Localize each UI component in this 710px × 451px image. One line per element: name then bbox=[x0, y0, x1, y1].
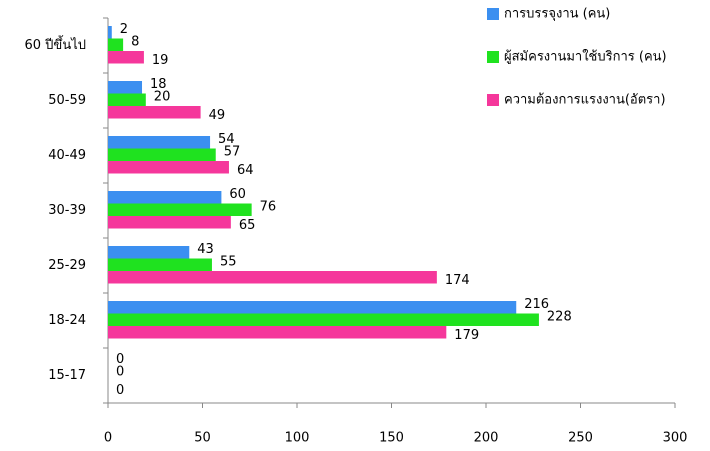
data-label: 0 bbox=[116, 383, 124, 398]
data-label: 43 bbox=[197, 242, 214, 257]
bar bbox=[108, 106, 201, 119]
data-label: 20 bbox=[154, 89, 171, 104]
data-label: 19 bbox=[152, 53, 169, 68]
legend-label: การบรรจุงาน (คน) bbox=[504, 7, 610, 22]
bar bbox=[108, 93, 146, 106]
y-tick-label: 25-29 bbox=[48, 258, 86, 273]
legend-label: ความต้องการแรงงาน(อัตรา) bbox=[504, 93, 666, 108]
legend-label: ผู้สมัครงานมาใช้บริการ (คน) bbox=[504, 49, 667, 65]
data-label: 216 bbox=[524, 297, 549, 312]
data-label: 76 bbox=[260, 199, 277, 214]
x-tick-label: 200 bbox=[474, 431, 499, 446]
legend-swatch bbox=[487, 94, 499, 106]
data-label: 2 bbox=[120, 22, 128, 37]
x-tick-label: 100 bbox=[285, 431, 310, 446]
bar bbox=[108, 191, 222, 204]
data-label: 228 bbox=[547, 309, 572, 324]
x-tick-label: 50 bbox=[194, 431, 211, 446]
data-label: 54 bbox=[218, 132, 235, 147]
data-label: 179 bbox=[454, 328, 479, 343]
bar bbox=[108, 313, 539, 326]
bar bbox=[108, 271, 437, 284]
bar bbox=[108, 203, 252, 216]
y-tick-label: 30-39 bbox=[48, 203, 86, 218]
data-label: 8 bbox=[131, 34, 139, 49]
x-tick-label: 0 bbox=[104, 431, 112, 446]
bar bbox=[108, 161, 229, 174]
bar bbox=[108, 51, 144, 64]
bar bbox=[108, 216, 231, 229]
data-label: 0 bbox=[116, 352, 124, 367]
data-label: 64 bbox=[237, 163, 254, 178]
bar bbox=[108, 246, 190, 259]
x-tick-label: 150 bbox=[379, 431, 404, 446]
legend-swatch bbox=[487, 8, 499, 20]
data-label: 55 bbox=[220, 254, 237, 269]
data-label: 18 bbox=[150, 77, 167, 92]
bar bbox=[108, 148, 216, 161]
bar bbox=[108, 26, 112, 39]
data-label: 174 bbox=[445, 273, 470, 288]
y-tick-label: 50-59 bbox=[48, 93, 86, 108]
x-tick-label: 300 bbox=[663, 431, 688, 446]
data-label: 49 bbox=[209, 108, 226, 123]
bar bbox=[108, 258, 212, 271]
y-tick-label: 15-17 bbox=[48, 368, 86, 383]
bar bbox=[108, 301, 517, 314]
bar bbox=[108, 326, 447, 339]
y-tick-label: 40-49 bbox=[48, 148, 86, 163]
y-tick-label: 60 ปีขึ้นไป bbox=[25, 35, 87, 53]
bar bbox=[108, 136, 211, 149]
data-label: 65 bbox=[239, 218, 256, 233]
y-tick-label: 18-24 bbox=[48, 313, 86, 328]
data-label: 57 bbox=[224, 144, 241, 159]
bar bbox=[108, 81, 143, 94]
legend-swatch bbox=[487, 51, 499, 63]
data-label: 0 bbox=[116, 364, 124, 379]
data-label: 60 bbox=[229, 187, 246, 202]
bar bbox=[108, 38, 124, 51]
x-tick-label: 250 bbox=[568, 431, 593, 446]
